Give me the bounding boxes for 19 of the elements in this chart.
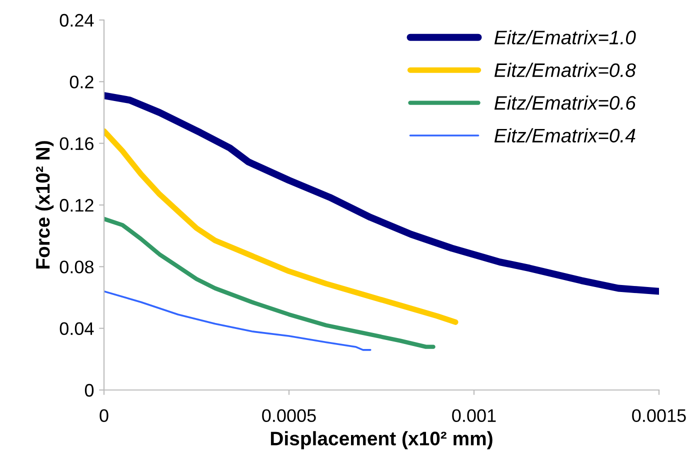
y-tick-label: 0.16 — [60, 137, 94, 150]
y-axis-title: Force (x10² N) — [35, 141, 54, 269]
x-tick-label: 0.001 — [452, 409, 496, 422]
line-series — [104, 290, 372, 351]
y-tick-label: 0.12 — [60, 198, 94, 212]
y-tick-label: 0.08 — [60, 260, 94, 274]
legend-label: Eitz/Ematrix=1.0 — [494, 30, 636, 44]
legend-label: Eitz/Ematrix=0.8 — [494, 62, 636, 78]
legend-label: Eitz/Ematrix=0.6 — [494, 96, 636, 110]
x-tick-label: 0.0005 — [262, 409, 316, 422]
x-tick-label: 0 — [100, 409, 108, 422]
line-series — [104, 216, 436, 349]
y-tick-label: 0.24 — [60, 14, 94, 27]
y-tick-label: 0.2 — [70, 76, 94, 88]
y-tick-label: 0.04 — [60, 322, 94, 336]
y-tick-label: 0 — [84, 384, 94, 397]
x-tick-label: 0.0015 — [632, 409, 686, 422]
x-axis-title: Displacement (x10² mm) — [270, 431, 492, 450]
legend-label: Eitz/Ematrix=0.4 — [494, 128, 636, 143]
